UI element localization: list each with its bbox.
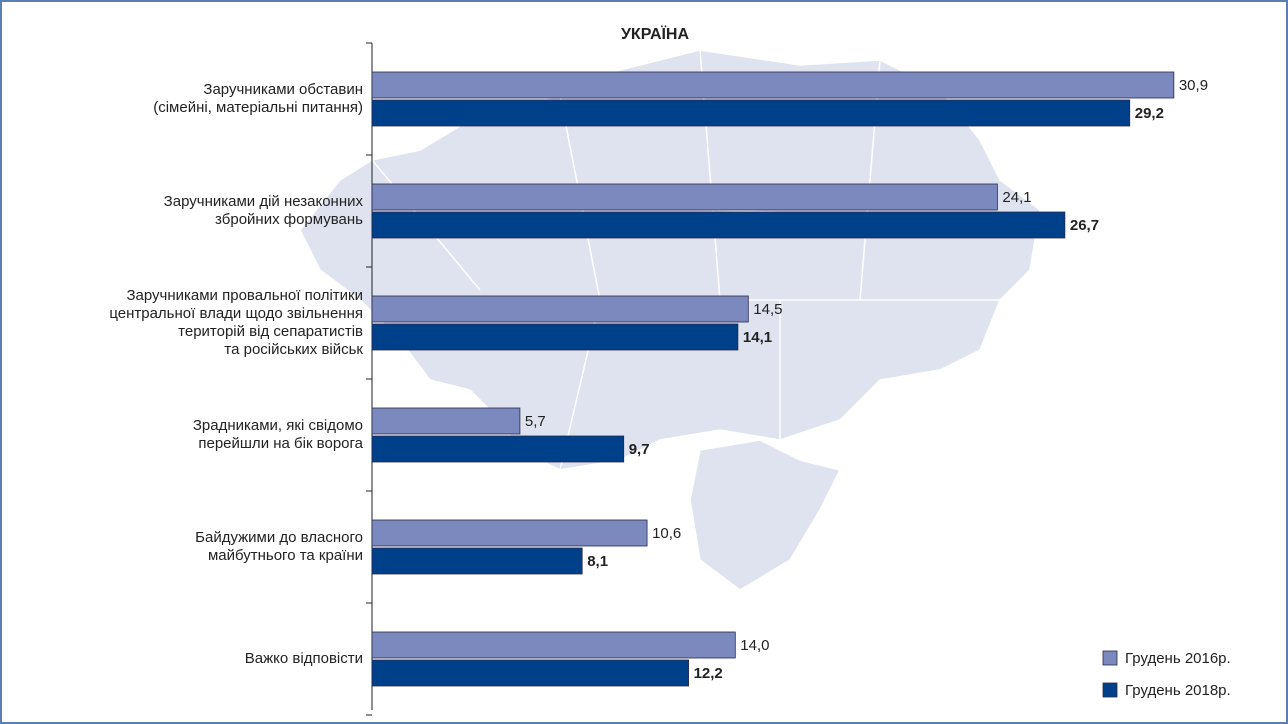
category-label: Байдужими до власного майбутнього та кра… [195,529,363,564]
category-label: Заручниками провальної політики централь… [109,287,363,358]
legend-label: Грудень 2016р. [1125,650,1231,667]
bar [371,659,689,687]
value-label: 24,1 [1002,189,1031,206]
bar [371,435,625,463]
bar [371,183,998,211]
bar [371,99,1131,127]
bar [371,71,1175,99]
category-label: Зрадниками, які свідомо перейшли на бік … [192,417,363,452]
value-label: 12,2 [694,665,723,682]
bar [371,631,736,659]
bar [371,211,1066,239]
value-label: 26,7 [1070,217,1099,234]
value-label: 29,2 [1135,105,1164,122]
value-label: 14,0 [740,637,769,654]
value-label: 30,9 [1179,77,1208,94]
legend-swatch [1102,650,1118,666]
bar [371,407,521,435]
value-label: 14,5 [753,301,782,318]
value-label: 5,7 [525,413,546,430]
bar [371,323,739,351]
map-label: УКРАЇНА [621,25,690,43]
value-label: 9,7 [629,441,650,458]
category-label: Заручниками дій незаконних збройних форм… [163,193,363,228]
category-label: Заручниками обставин (сімейні, матеріаль… [153,81,363,116]
value-label: 14,1 [743,329,772,346]
legend-swatch [1102,682,1118,698]
bar [371,295,749,323]
value-label: 10,6 [652,525,681,542]
value-label: 8,1 [587,553,608,570]
bar [371,519,648,547]
legend-label: Грудень 2018р. [1125,682,1231,699]
bar [371,547,583,575]
category-label: Важко відповісти [244,650,363,667]
